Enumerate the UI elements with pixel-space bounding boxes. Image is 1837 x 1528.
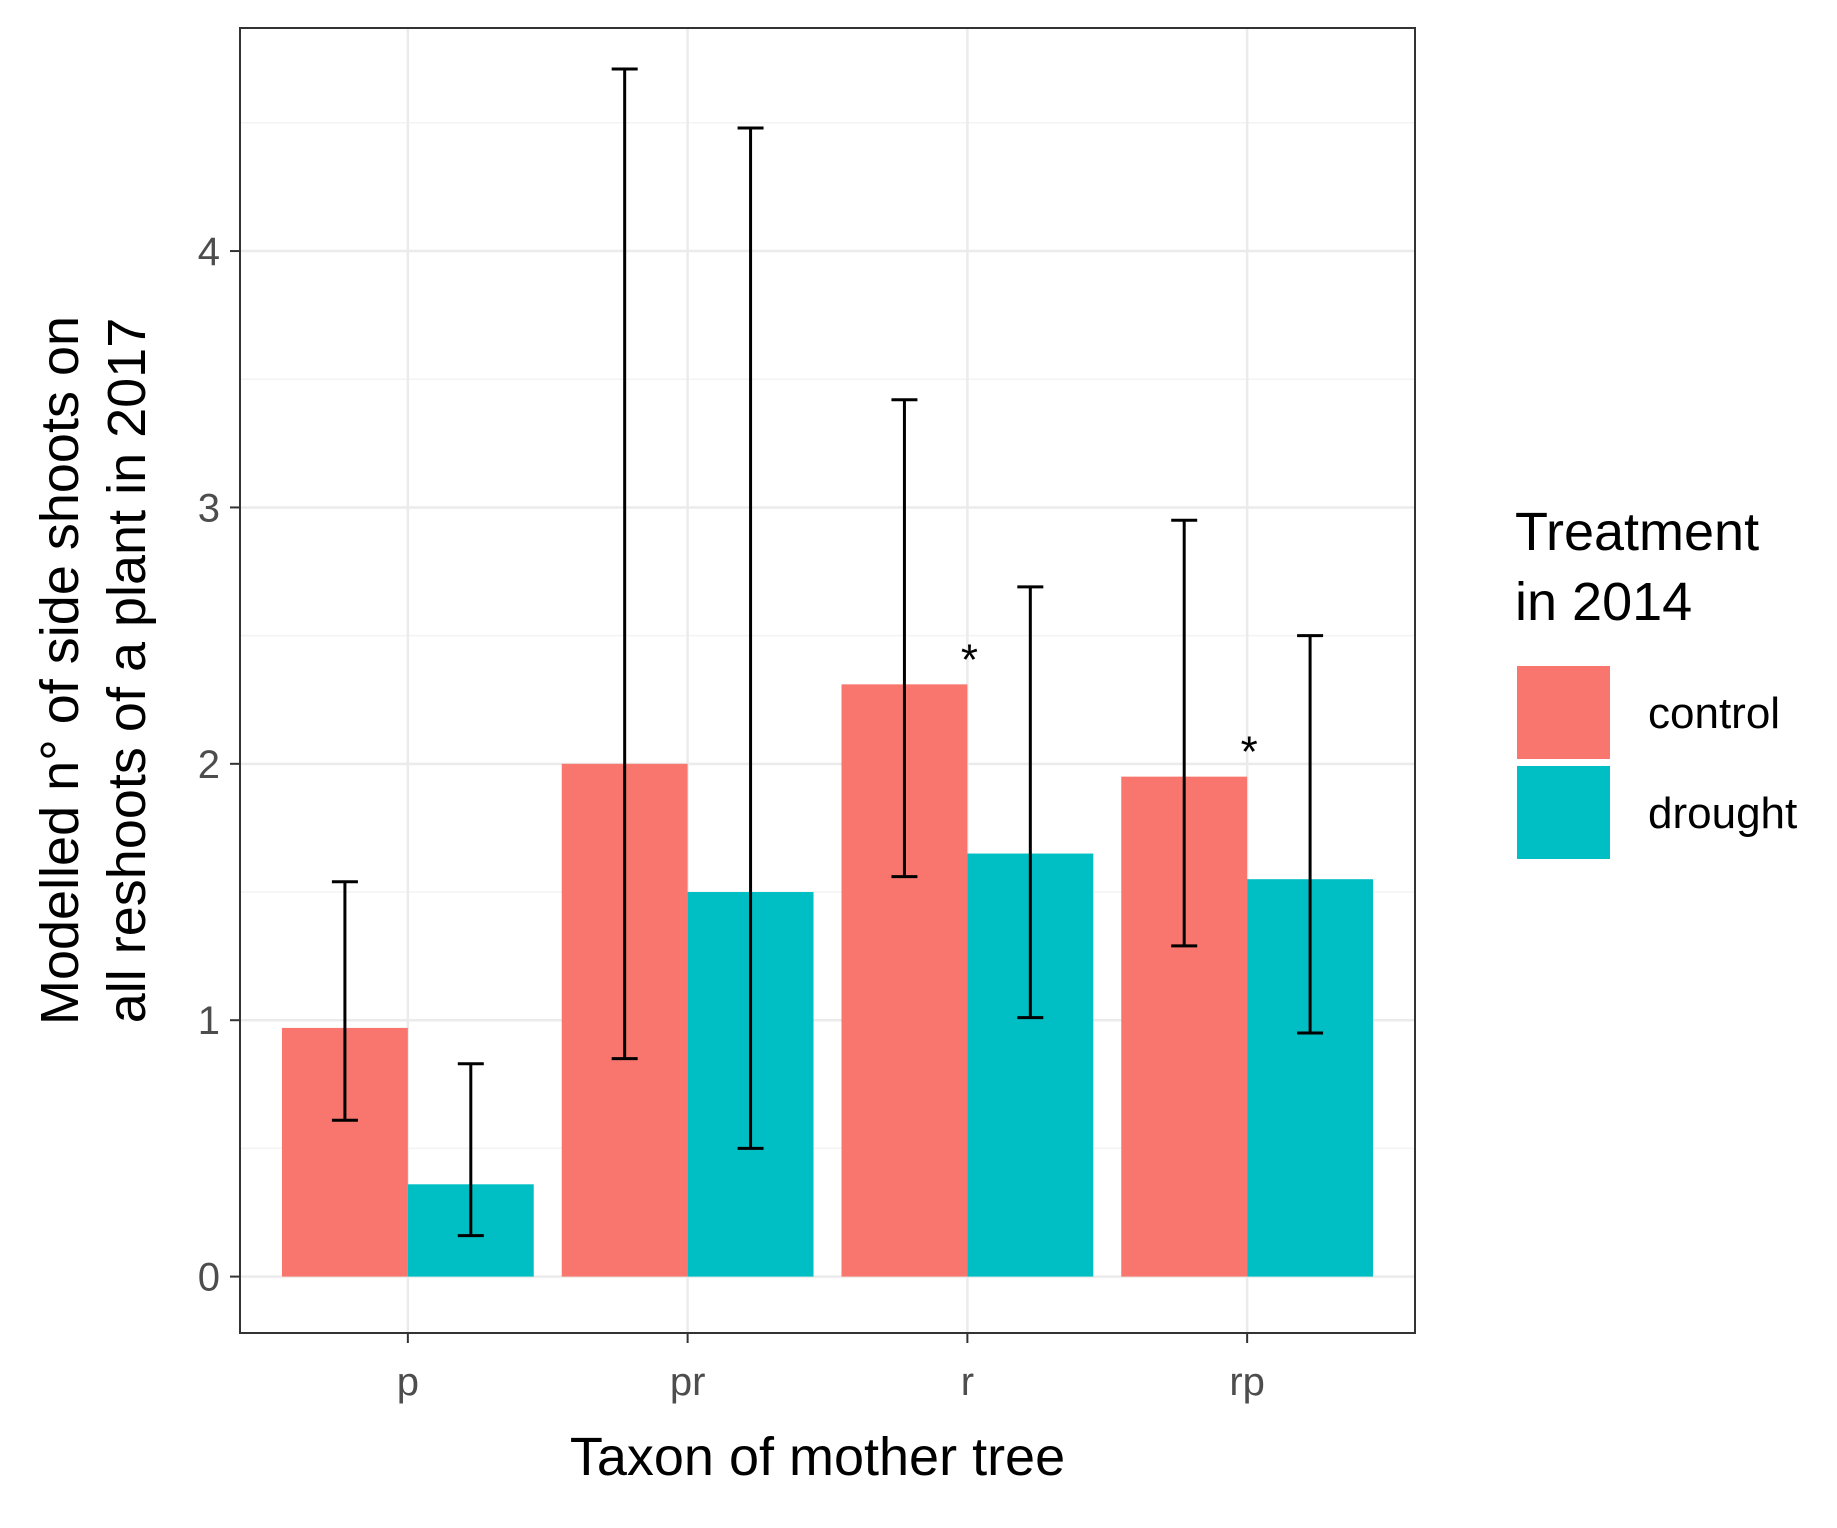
legend-key-drought <box>1517 766 1610 859</box>
legend-label-control: control <box>1648 689 1780 738</box>
y-axis-title-line-1: Modelled n° of side shoots on <box>30 316 90 1025</box>
x-tick-label: rp <box>1229 1360 1265 1404</box>
legend-label-drought: drought <box>1648 789 1797 838</box>
y-tick-label: 3 <box>198 486 220 530</box>
y-tick-label: 1 <box>198 999 220 1043</box>
legend-title-line-1: Treatment <box>1515 502 1759 562</box>
significance-star: * <box>961 635 978 684</box>
y-tick-label: 0 <box>198 1256 220 1300</box>
panel-border <box>239 27 1416 1334</box>
legend-key-control <box>1517 666 1610 759</box>
y-axis-title-line-2: all reshoots of a plant in 2017 <box>97 318 157 1023</box>
x-axis-title: Taxon of mother tree <box>570 1427 1065 1487</box>
legend-title-line-2: in 2014 <box>1515 572 1692 632</box>
y-tick-label: 4 <box>198 230 220 274</box>
error-bars <box>331 67 1324 1238</box>
significance-annotations: ** <box>961 635 1258 776</box>
bars <box>281 684 1374 1277</box>
y-axis-title: Modelled n° of side shoots on all reshoo… <box>30 316 157 1025</box>
significance-star: * <box>1241 728 1258 777</box>
x-tick-label: r <box>961 1360 974 1404</box>
legend: Treatment in 2014 control drought <box>1515 502 1797 859</box>
axes: 0 1 2 3 4 p pr r rp <box>198 230 1265 1404</box>
x-tick-label: p <box>397 1360 419 1404</box>
x-tick-label: pr <box>670 1360 706 1404</box>
y-tick-label: 2 <box>198 743 220 787</box>
